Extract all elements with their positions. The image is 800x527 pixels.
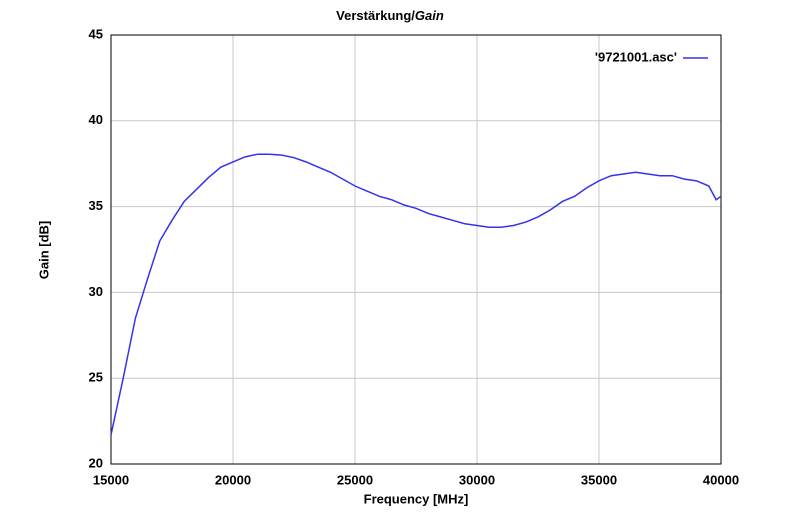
chart-title: Verstärkung/Gain xyxy=(336,8,444,23)
y-tick-label: 25 xyxy=(89,370,103,385)
x-tick-label: 20000 xyxy=(215,472,251,487)
x-tick-label: 25000 xyxy=(337,472,373,487)
data-line xyxy=(110,153,722,435)
y-tick-label: 45 xyxy=(89,26,103,41)
y-axis-label: Gain [dB] xyxy=(36,221,51,280)
legend-label: '9721001.asc' xyxy=(595,49,677,64)
x-axis-label: Frequency [MHz] xyxy=(364,491,469,506)
x-tick-label: 15000 xyxy=(93,472,129,487)
y-tick-label: 35 xyxy=(89,198,103,213)
x-tick-label: 40000 xyxy=(703,472,739,487)
y-tick-label: 30 xyxy=(89,284,103,299)
x-tick-label: 35000 xyxy=(581,472,617,487)
y-tick-label: 20 xyxy=(89,455,103,470)
title-main: Verstärkung/ xyxy=(336,8,415,23)
title-italic: Gain xyxy=(415,8,444,23)
x-tick-label: 30000 xyxy=(459,472,495,487)
plot-frame xyxy=(110,34,722,465)
y-tick-label: 40 xyxy=(89,112,103,127)
